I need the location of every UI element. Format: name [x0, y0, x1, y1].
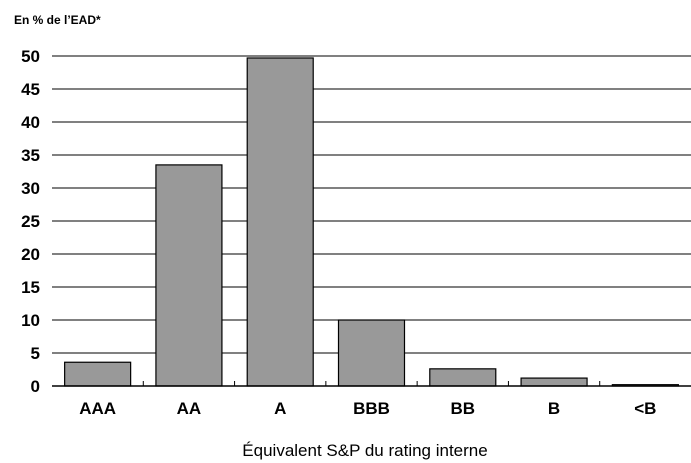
- bar-aa: [155, 164, 223, 387]
- y-axis-ticks: 0 5 10 15 20 25 30 35 40 45 50: [21, 47, 40, 396]
- x-axis: [52, 381, 691, 387]
- unit-label: En % de l’EAD*: [14, 13, 101, 27]
- x-tick-label: A: [274, 399, 286, 418]
- y-tick-label: 15: [21, 278, 40, 297]
- x-axis-ticks: AAA AA A BBB BB B <B: [79, 399, 656, 418]
- y-tick-label: 30: [21, 179, 40, 198]
- y-tick-label: 45: [21, 80, 40, 99]
- bar-bb: [429, 368, 497, 387]
- y-tick-label: 35: [21, 146, 40, 165]
- bar-bbb: [337, 319, 406, 387]
- y-tick-label: 0: [31, 377, 40, 396]
- y-tick-label: 20: [21, 245, 40, 264]
- y-tick-label: 40: [21, 113, 40, 132]
- y-tick-label: 50: [21, 47, 40, 66]
- x-tick-label: BBB: [353, 399, 390, 418]
- x-tick-label: BB: [451, 399, 476, 418]
- gridlines: [52, 55, 691, 354]
- x-tick-label: AAA: [79, 399, 116, 418]
- bar-aaa: [64, 361, 132, 387]
- bar-b: [520, 377, 588, 387]
- y-tick-label: 25: [21, 212, 40, 231]
- bar-a: [246, 57, 314, 387]
- x-tick-label: <B: [634, 399, 656, 418]
- x-axis-label: Équivalent S&P du rating interne: [242, 441, 487, 460]
- x-tick-label: AA: [177, 399, 202, 418]
- y-tick-label: 10: [21, 311, 40, 330]
- x-tick-label: B: [548, 399, 560, 418]
- y-tick-label: 5: [31, 344, 40, 363]
- bars: [64, 57, 679, 387]
